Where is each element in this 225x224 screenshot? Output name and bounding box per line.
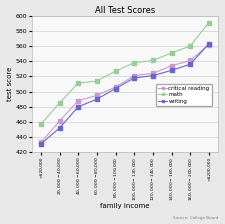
math bbox=[152, 59, 154, 62]
Y-axis label: test score: test score bbox=[7, 67, 13, 101]
writing bbox=[96, 98, 98, 101]
Title: All Test Scores: All Test Scores bbox=[95, 6, 155, 15]
writing bbox=[40, 143, 42, 145]
math bbox=[58, 102, 61, 104]
critical reading bbox=[208, 43, 210, 46]
critical reading bbox=[133, 74, 135, 77]
critical reading bbox=[40, 141, 42, 144]
math bbox=[77, 82, 80, 85]
Line: critical reading: critical reading bbox=[39, 43, 210, 144]
Line: math: math bbox=[39, 21, 210, 126]
writing bbox=[77, 106, 80, 108]
critical reading bbox=[152, 72, 154, 75]
writing bbox=[208, 42, 210, 45]
critical reading bbox=[77, 99, 80, 102]
Text: Source: College Board: Source: College Board bbox=[173, 215, 218, 220]
critical reading bbox=[189, 59, 192, 62]
critical reading bbox=[170, 65, 173, 67]
Legend: critical reading, math, writing: critical reading, math, writing bbox=[156, 84, 212, 106]
critical reading bbox=[114, 86, 117, 88]
math bbox=[170, 52, 173, 54]
X-axis label: family income: family income bbox=[100, 203, 150, 209]
writing bbox=[152, 74, 154, 77]
math bbox=[40, 123, 42, 126]
math bbox=[114, 70, 117, 72]
writing bbox=[170, 69, 173, 72]
math bbox=[96, 80, 98, 82]
math bbox=[133, 61, 135, 64]
writing bbox=[189, 63, 192, 66]
critical reading bbox=[96, 94, 98, 97]
Line: writing: writing bbox=[39, 42, 210, 146]
writing bbox=[58, 127, 61, 129]
math bbox=[189, 45, 192, 47]
writing bbox=[114, 87, 117, 90]
writing bbox=[133, 77, 135, 79]
math bbox=[208, 21, 210, 24]
critical reading bbox=[58, 120, 61, 123]
